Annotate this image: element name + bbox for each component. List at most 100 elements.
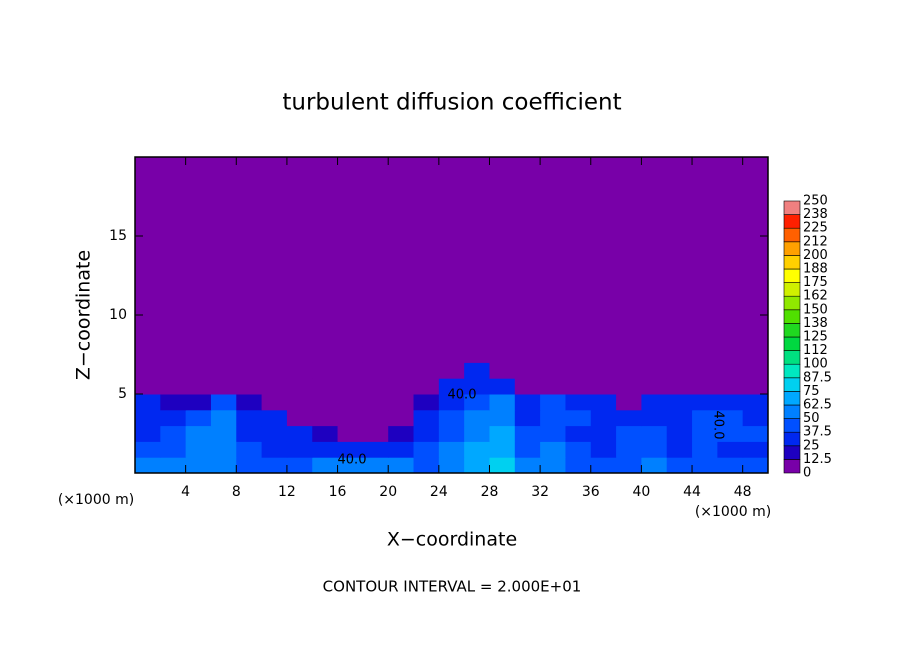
- heatmap-cell: [616, 378, 642, 395]
- colorbar-label: 12.5: [803, 452, 832, 467]
- heatmap-cell: [388, 362, 415, 379]
- heatmap-cell: [413, 378, 440, 395]
- heatmap-cell: [236, 378, 263, 395]
- colorbar-swatch: [783, 268, 801, 283]
- heatmap-cell: [261, 409, 288, 427]
- footer: CONTOUR INTERVAL = 2.000E+01: [323, 578, 582, 596]
- x-tick-label: 20: [379, 484, 397, 500]
- y-tick-label: 5: [118, 386, 127, 402]
- heatmap-cell: [185, 425, 212, 442]
- heatmap-cell: [692, 409, 718, 427]
- heatmap-cell: [438, 346, 465, 363]
- heatmap-cell: [590, 441, 617, 458]
- heatmap-cell: [590, 394, 617, 411]
- heatmap-cell: [742, 457, 769, 474]
- colorbar-swatch: [783, 404, 801, 419]
- heatmap-cell: [135, 425, 161, 442]
- heatmap-cell: [464, 378, 490, 395]
- colorbar-label: 175: [803, 275, 828, 290]
- heatmap-cell: [337, 409, 364, 427]
- heatmap-cell: [413, 441, 440, 458]
- colorbar-swatch: [783, 431, 801, 447]
- heatmap-cell: [641, 457, 668, 474]
- heatmap-cell: [210, 394, 237, 411]
- heatmap-cell: [616, 441, 642, 458]
- heatmap-cell: [590, 409, 617, 427]
- x-tick-label: 40: [632, 484, 650, 500]
- heatmap-cell: [489, 394, 516, 411]
- y-tick-label: 15: [109, 228, 127, 244]
- heatmap-cell: [666, 394, 693, 411]
- colorbar-label: 250: [803, 194, 828, 209]
- heatmap-cell: [666, 378, 693, 395]
- heatmap-cell: [616, 409, 642, 427]
- heatmap-cell: [565, 362, 592, 379]
- heatmap-cell: [590, 362, 617, 379]
- heatmap-cell: [717, 394, 744, 411]
- heatmap-cell: [413, 394, 440, 411]
- heatmap-cell: [666, 409, 693, 427]
- heatmap-cell: [742, 441, 769, 458]
- heatmap-cell: [692, 346, 718, 363]
- colorbar-swatch: [783, 445, 801, 460]
- heatmap-cell: [160, 457, 187, 474]
- colorbar-label: 238: [803, 207, 828, 222]
- heatmap-cell: [210, 457, 237, 474]
- heatmap-cell: [692, 441, 718, 458]
- heatmap-cell: [236, 362, 263, 379]
- heatmap-cell: [565, 457, 592, 474]
- heatmap-cell: [160, 425, 187, 442]
- colorbar-swatch: [783, 363, 801, 379]
- heatmap-cell: [413, 409, 440, 427]
- heatmap-cell: [438, 378, 465, 395]
- heatmap-cell: [742, 394, 769, 411]
- heatmap-cell: [362, 362, 389, 379]
- heatmap-cell: [236, 425, 263, 442]
- heatmap-cell: [565, 378, 592, 395]
- colorbar-label: 125: [803, 330, 828, 345]
- heatmap-cell: [362, 409, 389, 427]
- y-axis-label: Z−coordinate: [73, 250, 95, 380]
- heatmap-cell: [616, 362, 642, 379]
- heatmap-cell: [286, 378, 313, 395]
- colorbar-swatch: [783, 391, 801, 406]
- heatmap-cell: [337, 457, 364, 474]
- heatmap-cell: [135, 441, 161, 458]
- heatmap-cell: [692, 425, 718, 442]
- heatmap-cell: [210, 409, 237, 427]
- heatmap-cell: [286, 425, 313, 442]
- heatmap-cell: [286, 394, 313, 411]
- heatmap-cell: [464, 394, 490, 411]
- heatmap-cell: [135, 457, 161, 474]
- heatmap-cell: [337, 346, 364, 363]
- heatmap-cell: [413, 425, 440, 442]
- colorbar-swatch: [783, 227, 801, 243]
- colorbar-label: 188: [803, 262, 828, 277]
- heatmap-cell: [514, 457, 541, 474]
- chart-title: turbulent diffusion coefficient: [282, 90, 621, 116]
- heatmap-cell: [666, 346, 693, 363]
- heatmap-cell: [135, 346, 161, 363]
- colorbar-label: 62.5: [803, 398, 832, 413]
- heatmap-cell: [236, 346, 263, 363]
- heatmap-cell: [261, 346, 288, 363]
- heatmap-cell: [286, 441, 313, 458]
- heatmap-cell: [514, 378, 541, 395]
- heatmap-cell: [388, 378, 415, 395]
- heatmap-cell: [641, 409, 668, 427]
- heatmap-cell: [160, 394, 187, 411]
- heatmap-cell: [717, 378, 744, 395]
- y-tick-label: 10: [109, 307, 127, 323]
- heatmap-cell: [261, 362, 288, 379]
- heatmap-cell: [185, 394, 212, 411]
- heatmap-cell: [337, 378, 364, 395]
- colorbar-label: 37.5: [803, 425, 832, 440]
- colorbar-label: 162: [803, 289, 828, 304]
- contour-label: 40.0: [711, 411, 726, 440]
- heatmap-cell: [641, 346, 668, 363]
- heatmap-cell: [666, 425, 693, 442]
- colorbar-label: 138: [803, 316, 828, 331]
- heatmap-cell: [717, 425, 744, 442]
- colorbar-swatch: [783, 309, 801, 324]
- heatmap-cell: [641, 425, 668, 442]
